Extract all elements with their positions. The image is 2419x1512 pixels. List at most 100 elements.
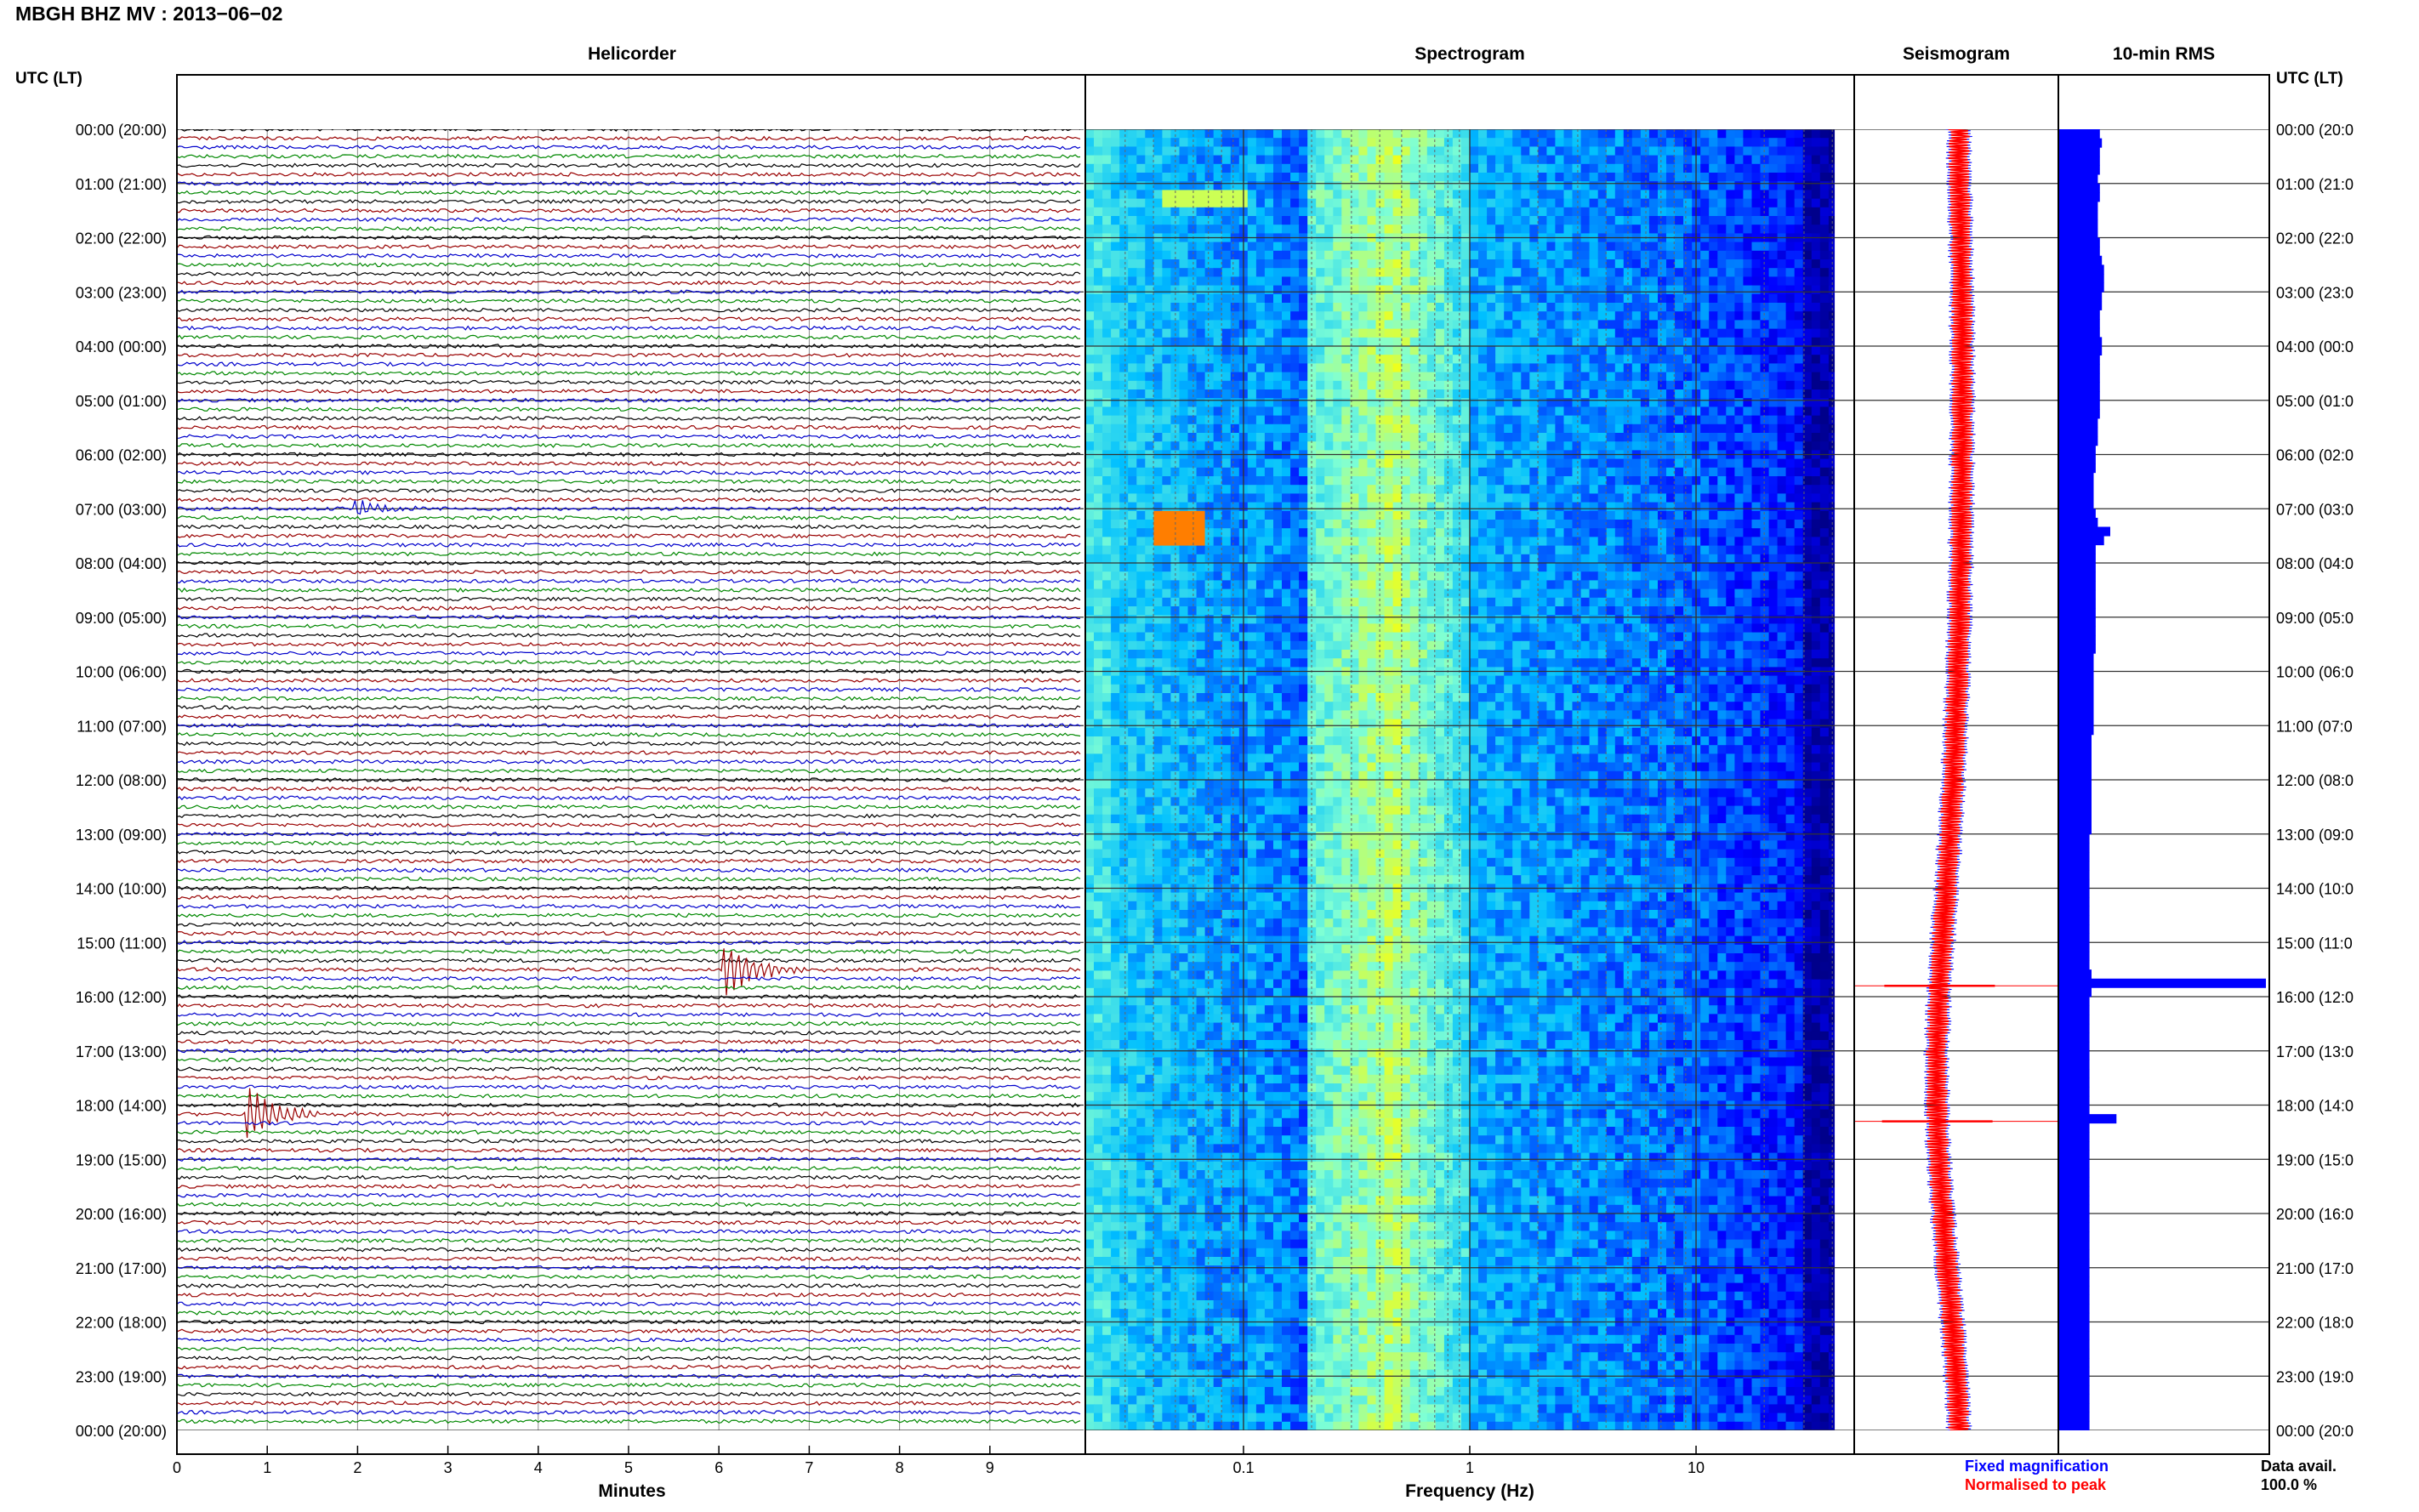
spectrogram-cell — [1572, 380, 1582, 390]
spectrogram-cell — [1683, 580, 1693, 590]
spectrogram-cell — [1768, 380, 1779, 390]
spectrogram-cell — [1264, 363, 1274, 373]
spectrogram-cell — [1290, 311, 1300, 321]
spectrogram-cell — [1409, 502, 1420, 512]
spectrogram-cell — [1785, 129, 1796, 139]
spectrogram-cell — [1316, 216, 1325, 225]
spectrogram-cell — [1452, 467, 1462, 477]
spectrogram-cell — [1119, 563, 1129, 572]
spectrogram-cell — [1350, 198, 1359, 208]
spectrogram-cell — [1119, 138, 1129, 147]
spectrogram-cell — [1675, 588, 1684, 599]
spectrogram-cell — [1666, 520, 1676, 529]
spectrogram-cell — [1392, 423, 1403, 434]
spectrogram-cell — [1452, 207, 1462, 217]
spectrogram-cell — [1179, 207, 1189, 217]
spectrogram-cell — [1324, 138, 1334, 147]
spectrogram-cell — [1102, 190, 1112, 200]
spectrogram-cell — [1409, 563, 1420, 572]
spectrogram-cell — [1187, 467, 1198, 477]
spectrogram-cell — [1785, 276, 1796, 287]
spectrogram-cell — [1187, 545, 1198, 555]
spectrogram-cell — [1162, 580, 1171, 590]
spectrogram-cell — [1392, 138, 1403, 147]
spectrogram-cell — [1316, 285, 1325, 295]
spectrogram-cell — [1418, 476, 1428, 486]
spectrogram-cell — [1128, 155, 1137, 165]
spectrogram-cell — [1119, 173, 1129, 182]
spectrogram-cell — [1204, 597, 1215, 607]
spectrogram-cell — [1751, 259, 1762, 269]
spectrogram-cell — [1247, 606, 1257, 616]
spectrogram-cell — [1324, 493, 1334, 503]
spectrogram-cell — [1709, 268, 1718, 277]
spectrogram-cell — [1768, 173, 1779, 182]
spectrogram-cell — [1785, 268, 1796, 277]
spectrogram-cell — [1204, 554, 1215, 564]
spectrogram-cell — [1341, 563, 1351, 572]
spectrogram-cell — [1136, 225, 1146, 234]
spectrogram-cell — [1785, 433, 1796, 442]
spectrogram-cell — [1828, 571, 1838, 581]
spectrogram-cell — [1538, 216, 1547, 225]
spectrogram-cell — [1487, 545, 1496, 555]
spectrogram-cell — [1700, 580, 1710, 590]
spectrogram-cell — [1290, 467, 1300, 477]
spectrogram-cell — [1273, 276, 1283, 287]
spectrogram-cell — [1760, 276, 1770, 287]
spectrogram-cell — [1675, 571, 1684, 581]
spectrogram-cell — [1119, 293, 1129, 304]
spectrogram-cell — [1614, 259, 1625, 269]
spectrogram-cell — [1487, 320, 1496, 330]
spectrogram-cell — [1743, 268, 1752, 277]
spectrogram-cell — [1811, 320, 1821, 330]
spectrogram-cell — [1102, 259, 1112, 269]
spectrogram-cell — [1648, 372, 1659, 382]
spectrogram-cell — [1597, 250, 1608, 260]
spectrogram-cell — [1145, 571, 1154, 581]
spectrogram-cell — [1341, 259, 1351, 269]
spectrogram-cell — [1623, 571, 1633, 581]
spectrogram-cell — [1461, 398, 1471, 407]
spectrogram-cell — [1802, 346, 1813, 355]
spectrogram-cell — [1102, 606, 1112, 616]
spectrogram-cell — [1230, 476, 1240, 486]
spectrogram-cell — [1743, 580, 1752, 590]
spectrogram-cell — [1658, 441, 1667, 451]
spectrogram-cell — [1683, 337, 1693, 347]
spectrogram-cell — [1717, 493, 1727, 503]
spectrogram-cell — [1145, 355, 1154, 364]
spectrogram-cell — [1333, 458, 1342, 469]
spectrogram-cell — [1273, 372, 1283, 382]
spectrogram-cell — [1794, 346, 1804, 355]
spectrogram-cell — [1538, 259, 1547, 269]
spectrogram-cell — [1221, 520, 1232, 529]
spectrogram-cell — [1136, 441, 1146, 451]
spectrogram-cell — [1504, 363, 1513, 373]
spectrogram-cell — [1495, 545, 1505, 555]
spectrogram-cell — [1119, 259, 1129, 269]
spectrogram-cell — [1478, 554, 1488, 564]
spectrogram-cell — [1675, 276, 1684, 287]
spectrogram-cell — [1136, 537, 1146, 547]
spectrogram-cell — [1614, 276, 1625, 287]
spectrogram-cell — [1213, 554, 1223, 564]
spectrogram-cell — [1521, 346, 1530, 355]
spectrogram-cell — [1760, 328, 1770, 338]
spectrogram-cell — [1785, 372, 1796, 382]
spectrogram-cell — [1658, 346, 1667, 355]
spectrogram-cell — [1452, 146, 1462, 156]
spectrogram-cell — [1136, 250, 1146, 260]
spectrogram-cell — [1495, 181, 1505, 190]
spectrogram-cell — [1828, 173, 1838, 182]
spectrogram-cell — [1538, 485, 1547, 494]
spectrogram-cell — [1521, 285, 1530, 295]
spectrogram-cell — [1631, 476, 1642, 486]
spectrogram-cell — [1333, 311, 1342, 321]
spectrogram-cell — [1111, 502, 1120, 512]
spectrogram-cell — [1555, 320, 1564, 330]
spectrogram-cell — [1367, 597, 1377, 607]
spectrogram-cell — [1443, 441, 1454, 451]
spectrogram-cell — [1094, 510, 1103, 520]
spectrogram-cell — [1094, 303, 1103, 312]
